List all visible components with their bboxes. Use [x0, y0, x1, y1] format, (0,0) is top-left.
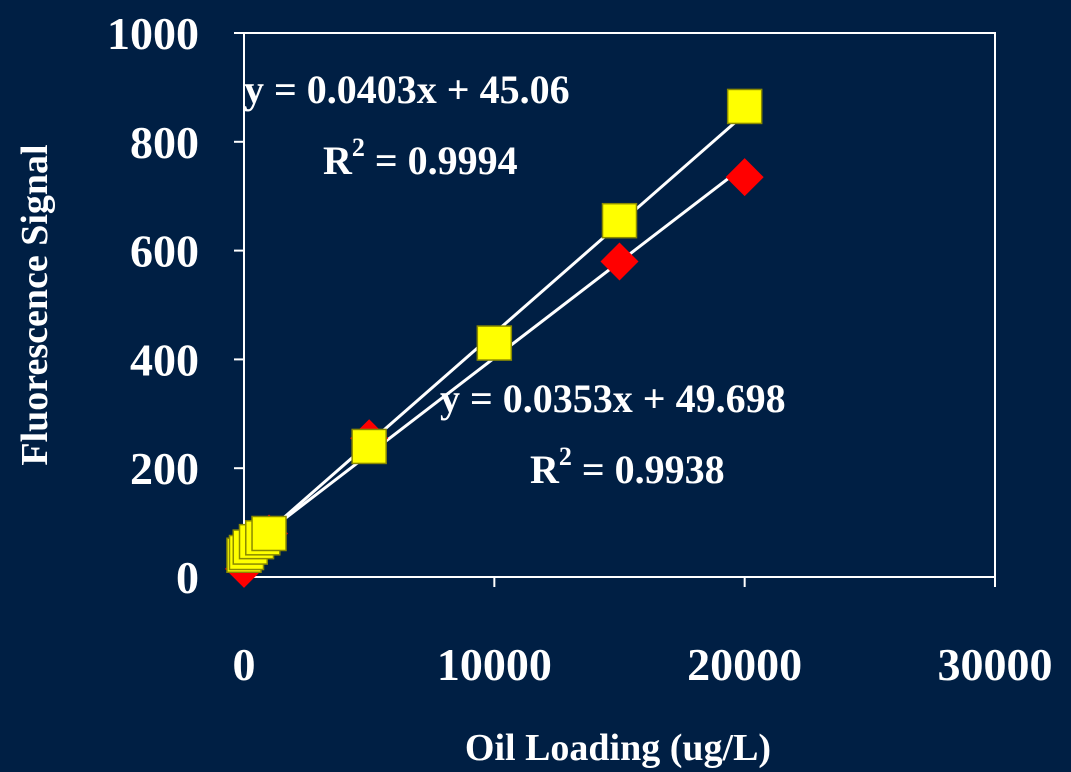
data-point-square: [251, 515, 287, 552]
data-point-square: [726, 88, 763, 125]
data-markers: [225, 88, 764, 588]
r2-series-a-value: = 0.9938: [572, 447, 725, 492]
r2-series-b-sup: 2: [352, 133, 365, 162]
x-tick-label: 10000: [437, 639, 552, 690]
r2-series-a-sup: 2: [559, 442, 572, 471]
equation-series-b: y = 0.0403x + 45.06: [244, 67, 570, 112]
r2-series-b: R2 = 0.9994: [323, 133, 518, 183]
data-point-square: [351, 428, 387, 465]
plot-area-border: [243, 32, 996, 578]
y-tick-label: 200: [130, 443, 199, 494]
equation-series-a: y = 0.0353x + 49.698: [440, 376, 786, 421]
x-tick-label: 0: [233, 639, 256, 690]
r2-series-b-label: R: [323, 138, 353, 183]
y-tick-label: 800: [130, 117, 199, 168]
data-point-square: [476, 325, 513, 361]
x-tick-label: 20000: [687, 639, 802, 690]
y-axis-label: Fluorescence Signal: [14, 144, 56, 465]
x-tick-label: 30000: [938, 639, 1053, 690]
r2-series-a: R2 = 0.9938: [530, 442, 725, 492]
r2-series-a-label: R: [530, 447, 560, 492]
data-point-diamond: [725, 158, 764, 197]
data-point-square: [601, 202, 638, 239]
y-tick-label: 0: [176, 552, 199, 603]
x-axis-label: Oil Loading (ug/L): [465, 727, 771, 769]
y-tick-label: 400: [130, 334, 199, 385]
data-point-diamond: [600, 242, 639, 281]
y-tick-label: 1000: [107, 8, 199, 59]
r2-series-b-value: = 0.9994: [365, 138, 518, 183]
y-tick-label: 600: [130, 226, 199, 277]
